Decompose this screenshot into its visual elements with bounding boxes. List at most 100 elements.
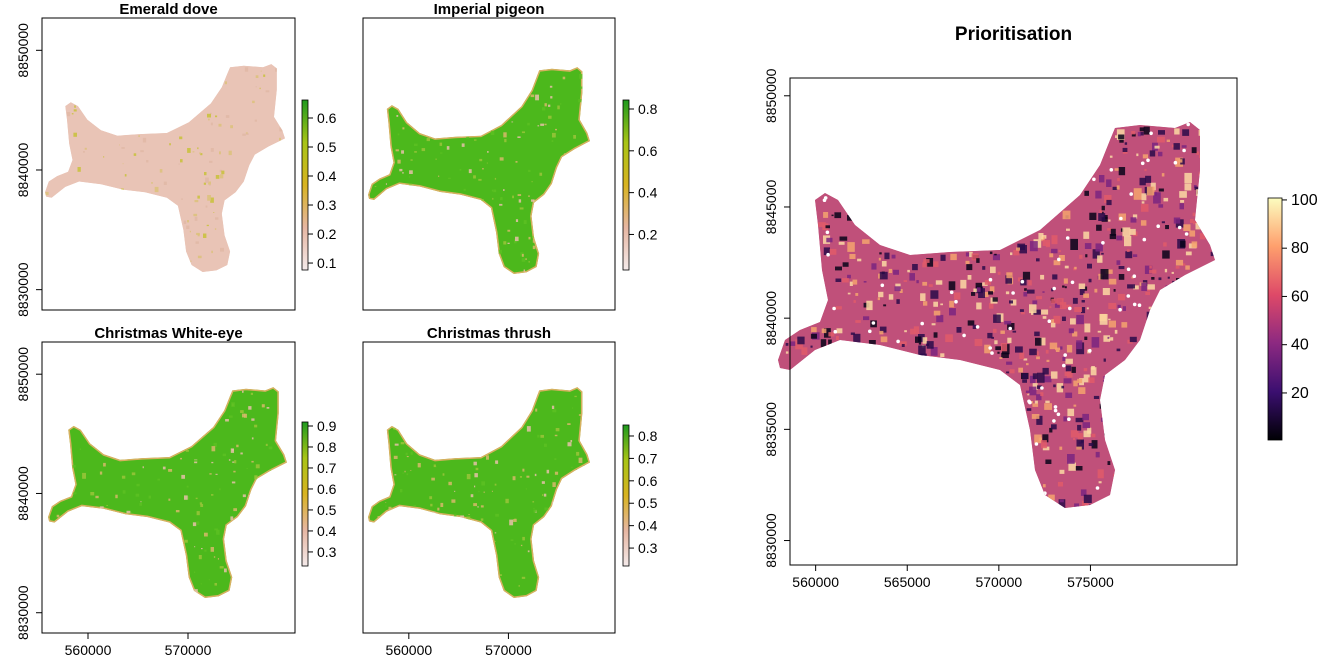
raster-cell (168, 499, 170, 501)
raster-cell (1009, 300, 1013, 303)
raster-cell (495, 541, 496, 542)
raster-cell (256, 75, 259, 78)
raster-cell (221, 171, 224, 175)
raster-cell (214, 556, 215, 557)
raster-cell (1048, 495, 1055, 501)
raster-cell (1118, 305, 1121, 308)
raster-cell (1149, 307, 1154, 309)
panel-title: Christmas thrush (427, 325, 551, 342)
site-dot (1067, 417, 1071, 421)
raster-cell (74, 105, 76, 107)
site-dot (1092, 178, 1096, 182)
raster-cell (904, 330, 907, 332)
raster-cell (1049, 253, 1053, 257)
raster-cell (1180, 241, 1186, 248)
raster-cell (493, 190, 496, 193)
raster-cell (976, 258, 979, 263)
raster-cell (1076, 315, 1084, 324)
raster-cell (1051, 319, 1054, 323)
raster-cell (1164, 198, 1169, 202)
site-dot (1149, 132, 1153, 136)
raster-cell (540, 173, 543, 176)
raster-cell (115, 495, 117, 499)
y-tick-label: 8850000 (763, 68, 779, 123)
raster-cell (427, 138, 430, 141)
raster-cell (215, 116, 217, 118)
raster-cell (1034, 332, 1040, 337)
raster-cell (1041, 440, 1047, 448)
raster-cell (163, 467, 166, 470)
raster-cell (957, 327, 962, 333)
raster-cell (1121, 322, 1127, 328)
raster-cell (196, 241, 199, 243)
raster-cell (398, 134, 400, 136)
raster-cell (157, 479, 160, 481)
raster-cell (1052, 274, 1057, 279)
raster-cell (1006, 291, 1009, 294)
raster-cell (1159, 189, 1164, 192)
raster-cell (1140, 127, 1145, 131)
raster-cell (270, 470, 271, 471)
raster-cell (1178, 159, 1182, 162)
raster-cell (843, 262, 849, 267)
raster-cell (481, 518, 484, 520)
raster-cell (225, 419, 229, 422)
raster-cell (976, 303, 981, 310)
raster-cell (1079, 255, 1082, 259)
raster-cell (529, 261, 530, 262)
y-tick-label: 8850000 (15, 23, 31, 78)
raster-cell (889, 269, 892, 273)
raster (48, 387, 287, 598)
raster-cell (904, 280, 908, 282)
panel-title: Imperial pigeon (434, 1, 545, 18)
raster-cell (1125, 251, 1132, 258)
raster-cell (528, 170, 530, 172)
colorbar-tick-label: 0.2 (638, 226, 658, 242)
raster-cell (256, 464, 260, 468)
site-dot (950, 291, 954, 295)
raster-cell (1051, 249, 1057, 254)
raster-cell (440, 503, 443, 507)
raster-cell (524, 220, 527, 224)
raster-cell (994, 254, 997, 256)
raster-cell (181, 475, 185, 479)
site-dot (1021, 280, 1025, 284)
raster-cell (574, 396, 576, 397)
raster-cell (840, 237, 848, 241)
raster-cell (1035, 338, 1042, 346)
raster-cell (400, 489, 402, 492)
site-dot (1096, 486, 1100, 490)
raster-cell (492, 198, 493, 200)
colorbar-tick-label: 0.4 (317, 168, 337, 184)
colorbar (302, 100, 308, 270)
raster-cell (1192, 147, 1197, 153)
raster-cell (883, 304, 886, 306)
raster-cell (1098, 213, 1105, 221)
raster-cell (1130, 229, 1136, 235)
site-dot (1054, 409, 1058, 413)
raster-cell (232, 482, 235, 484)
raster-cell (1043, 484, 1046, 487)
raster-cell (1123, 148, 1128, 152)
raster-cell (1145, 176, 1151, 183)
raster-cell (929, 284, 933, 287)
raster-cell (378, 517, 379, 518)
raster-cell (1098, 469, 1104, 478)
raster-cell (508, 243, 510, 244)
raster-cell (1053, 385, 1056, 388)
raster-cell (1051, 323, 1056, 328)
raster-cell (1131, 217, 1137, 222)
raster-cell (500, 157, 504, 160)
raster-cell (1063, 416, 1067, 421)
raster-cell (1029, 387, 1036, 396)
x-tick-label: 560000 (385, 642, 432, 658)
raster-cell (149, 496, 152, 499)
raster (45, 64, 285, 272)
x-tick-label: 560000 (792, 574, 839, 590)
site-dot (1141, 162, 1145, 166)
raster-cell (1142, 201, 1145, 203)
raster-cell (1036, 356, 1040, 359)
raster-cell (1167, 140, 1170, 142)
raster-cell (826, 225, 831, 228)
raster-cell (994, 340, 997, 344)
